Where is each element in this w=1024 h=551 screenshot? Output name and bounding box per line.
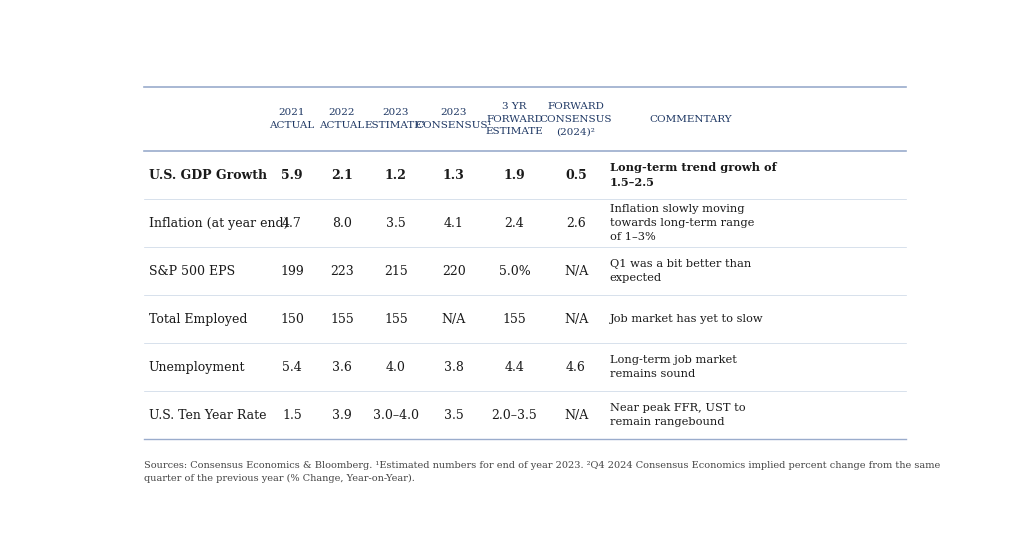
Text: COMMENTARY: COMMENTARY — [650, 115, 732, 123]
Text: 5.4: 5.4 — [282, 361, 302, 374]
Text: 2023
CONSENSUS¹: 2023 CONSENSUS¹ — [416, 109, 493, 130]
Text: N/A: N/A — [441, 313, 466, 326]
Text: U.S. Ten Year Rate: U.S. Ten Year Rate — [148, 409, 266, 422]
Text: N/A: N/A — [564, 409, 588, 422]
Text: Sources: Consensus Economics & Bloomberg. ¹Estimated numbers for end of year 202: Sources: Consensus Economics & Bloomberg… — [143, 461, 940, 483]
Text: 223: 223 — [330, 264, 353, 278]
Text: 3.5: 3.5 — [386, 217, 406, 230]
Text: 0.5: 0.5 — [565, 169, 587, 181]
Text: Q1 was a bit better than
expected: Q1 was a bit better than expected — [609, 259, 751, 283]
Text: 2.1: 2.1 — [331, 169, 353, 181]
Text: 3.5: 3.5 — [443, 409, 464, 422]
Text: 1.3: 1.3 — [443, 169, 465, 181]
Text: 4.1: 4.1 — [443, 217, 464, 230]
Text: 3 YR
FORWARD
ESTIMATE: 3 YR FORWARD ESTIMATE — [485, 102, 544, 136]
Text: 2.4: 2.4 — [505, 217, 524, 230]
Text: 1.9: 1.9 — [504, 169, 525, 181]
Text: 4.6: 4.6 — [566, 361, 586, 374]
Text: FORWARD
CONSENSUS
(2024)²: FORWARD CONSENSUS (2024)² — [540, 102, 612, 136]
Text: N/A: N/A — [564, 264, 588, 278]
Text: Total Employed: Total Employed — [148, 313, 247, 326]
Text: 2021
ACTUAL: 2021 ACTUAL — [269, 109, 314, 130]
Text: Long-term job market
remains sound: Long-term job market remains sound — [609, 355, 736, 379]
Text: Unemployment: Unemployment — [148, 361, 245, 374]
Text: 3.8: 3.8 — [443, 361, 464, 374]
Text: 155: 155 — [330, 313, 353, 326]
Text: Inflation slowly moving
towards long-term range
of 1–3%: Inflation slowly moving towards long-ter… — [609, 204, 754, 242]
Text: 8.0: 8.0 — [332, 217, 352, 230]
Text: Inflation (at year end): Inflation (at year end) — [148, 217, 288, 230]
Text: 2.0–3.5: 2.0–3.5 — [492, 409, 538, 422]
Text: 3.6: 3.6 — [332, 361, 352, 374]
Text: 1.2: 1.2 — [385, 169, 407, 181]
Text: 3.0–4.0: 3.0–4.0 — [373, 409, 419, 422]
Text: 5.0%: 5.0% — [499, 264, 530, 278]
Text: 199: 199 — [280, 264, 304, 278]
Text: 2023
ESTIMATE¹: 2023 ESTIMATE¹ — [365, 109, 427, 130]
Text: 155: 155 — [384, 313, 408, 326]
Text: 220: 220 — [442, 264, 466, 278]
Text: Job market has yet to slow: Job market has yet to slow — [609, 314, 763, 325]
Text: 2.6: 2.6 — [566, 217, 586, 230]
Text: 4.7: 4.7 — [282, 217, 302, 230]
Text: 1.5: 1.5 — [282, 409, 302, 422]
Text: 4.0: 4.0 — [386, 361, 406, 374]
Text: 150: 150 — [280, 313, 304, 326]
Text: Long-term trend growh of
1.5–2.5: Long-term trend growh of 1.5–2.5 — [609, 162, 776, 188]
Text: 155: 155 — [503, 313, 526, 326]
Text: 4.4: 4.4 — [505, 361, 524, 374]
Text: N/A: N/A — [564, 313, 588, 326]
Text: 3.9: 3.9 — [332, 409, 352, 422]
Text: 2022
ACTUAL: 2022 ACTUAL — [319, 109, 365, 130]
Text: U.S. GDP Growth: U.S. GDP Growth — [148, 169, 267, 181]
Text: S&P 500 EPS: S&P 500 EPS — [148, 264, 234, 278]
Text: Near peak FFR, UST to
remain rangebound: Near peak FFR, UST to remain rangebound — [609, 403, 745, 428]
Text: 5.9: 5.9 — [281, 169, 303, 181]
Text: 215: 215 — [384, 264, 408, 278]
